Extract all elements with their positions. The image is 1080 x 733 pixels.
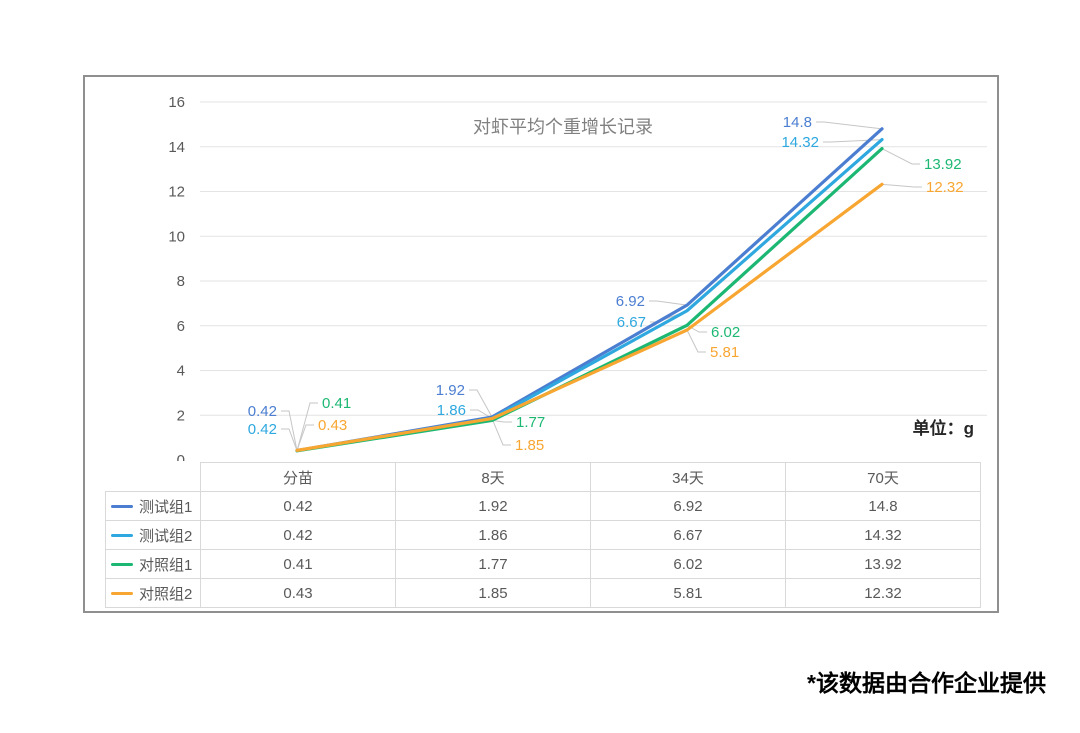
leader-line xyxy=(816,121,883,130)
leader-line xyxy=(881,148,920,165)
data-label: 1.85 xyxy=(515,437,544,454)
leader-line xyxy=(491,418,511,446)
y-axis-tick: 16 xyxy=(168,94,185,111)
data-label: 6.92 xyxy=(616,293,645,310)
footnote: *该数据由合作企业提供 xyxy=(807,670,1046,696)
leader-line xyxy=(469,389,493,418)
data-label: 0.41 xyxy=(322,395,351,412)
column-header: 70天 xyxy=(785,462,981,492)
growth-line-chart: 0 2 4 6 8 10 12 14 16 0.42 1.92 6.92 14.8 0.42 1.86 6.… xyxy=(168,94,987,461)
y-axis-tick: 2 xyxy=(177,407,185,424)
value-cell: 14.8 xyxy=(785,491,981,521)
data-label: 13.92 xyxy=(924,156,962,173)
legend-swatch xyxy=(111,563,133,567)
chart-panel: 0 2 4 6 8 10 12 14 16 0.42 1.92 6.92 14.8 0.42 1.86 6.… xyxy=(83,75,999,613)
column-header: 8天 xyxy=(395,462,591,492)
y-axis-tick: 12 xyxy=(168,184,185,201)
data-label: 12.32 xyxy=(926,179,964,196)
legend-cell-测试组2: 测试组2 xyxy=(105,520,201,550)
y-axis-tick: 0 xyxy=(177,452,185,461)
data-label: 5.81 xyxy=(710,344,739,361)
leader-line xyxy=(491,419,512,423)
value-cell: 14.32 xyxy=(785,520,981,550)
y-axis-tick: 8 xyxy=(177,273,185,290)
leader-line xyxy=(881,183,922,188)
series-line-对照组2 xyxy=(295,182,884,452)
blank-corner-cell xyxy=(105,462,201,492)
series-name: 对照组2 xyxy=(139,585,193,603)
value-cell: 0.43 xyxy=(200,578,396,608)
table-header-row: 分苗 8天 34天 70天 xyxy=(105,462,981,492)
value-cell: 1.86 xyxy=(395,520,591,550)
series-layer xyxy=(295,127,884,453)
legend-cell-对照组2: 对照组2 xyxy=(105,578,201,608)
legend-swatch xyxy=(111,592,133,596)
series-name: 对照组1 xyxy=(139,556,193,574)
y-axis-tick: 4 xyxy=(177,363,185,380)
leader-line xyxy=(686,329,706,353)
series-line-对照组1 xyxy=(295,146,884,453)
column-header: 34天 xyxy=(590,462,786,492)
value-cell: 6.92 xyxy=(590,491,786,521)
leader-line xyxy=(281,410,298,451)
series-line-测试组1 xyxy=(295,127,884,453)
chart-title: 对虾平均个重增长记录 xyxy=(473,117,653,137)
leader-line xyxy=(649,300,688,306)
value-cell: 12.32 xyxy=(785,578,981,608)
data-label: 6.67 xyxy=(617,314,646,331)
leader-line xyxy=(296,424,314,451)
value-cell: 0.41 xyxy=(200,549,396,579)
legend-swatch xyxy=(111,534,133,538)
data-label: 0.43 xyxy=(318,417,347,434)
column-header: 分苗 xyxy=(200,462,396,492)
legend-cell-测试组1: 测试组1 xyxy=(105,491,201,521)
value-cell: 6.02 xyxy=(590,549,786,579)
y-axis-tick: 14 xyxy=(168,139,185,156)
data-label: 0.42 xyxy=(248,403,277,420)
table-row: 测试组2 0.42 1.86 6.67 14.32 xyxy=(105,520,981,550)
value-cell: 5.81 xyxy=(590,578,786,608)
data-label: 14.8 xyxy=(783,114,812,131)
data-table: 分苗 8天 34天 70天 测试组1 0.42 1.92 6.92 14.8 测试组2 0.42 1.… xyxy=(105,462,981,608)
data-label: 1.77 xyxy=(516,414,545,431)
data-label: 6.02 xyxy=(711,324,740,341)
series-name: 测试组1 xyxy=(139,498,193,516)
value-cell: 13.92 xyxy=(785,549,981,579)
value-cell: 1.77 xyxy=(395,549,591,579)
table-row: 对照组1 0.41 1.77 6.02 13.92 xyxy=(105,549,981,579)
y-axis-tick: 10 xyxy=(168,228,185,245)
data-labels-layer: 0.42 1.92 6.92 14.8 0.42 1.86 6.67 14.32 0.41 1.7… xyxy=(248,114,964,454)
data-label: 14.32 xyxy=(781,134,819,151)
value-cell: 1.92 xyxy=(395,491,591,521)
leader-line xyxy=(281,428,298,451)
y-axis-tick: 6 xyxy=(177,318,185,335)
unit-label: 单位：g xyxy=(913,418,974,438)
series-line-测试组2 xyxy=(295,137,884,453)
leader-lines-layer xyxy=(281,121,922,451)
leader-line xyxy=(296,402,318,451)
series-name: 测试组2 xyxy=(139,527,193,545)
table-row: 对照组2 0.43 1.85 5.81 12.32 xyxy=(105,578,981,608)
value-cell: 0.42 xyxy=(200,520,396,550)
table-row: 测试组1 0.42 1.92 6.92 14.8 xyxy=(105,491,981,521)
legend-cell-对照组1: 对照组1 xyxy=(105,549,201,579)
data-label: 0.42 xyxy=(248,421,277,438)
grid-layer: 0 2 4 6 8 10 12 14 16 xyxy=(168,94,987,461)
value-cell: 1.85 xyxy=(395,578,591,608)
value-cell: 6.67 xyxy=(590,520,786,550)
value-cell: 0.42 xyxy=(200,491,396,521)
legend-swatch xyxy=(111,505,133,509)
leader-line xyxy=(823,139,883,143)
data-label: 1.86 xyxy=(437,402,466,419)
data-label: 1.92 xyxy=(436,382,465,399)
leader-line xyxy=(470,409,493,419)
